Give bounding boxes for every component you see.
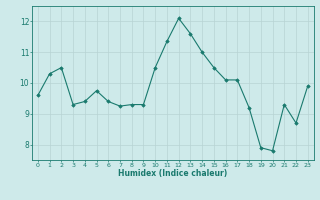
X-axis label: Humidex (Indice chaleur): Humidex (Indice chaleur) <box>118 169 228 178</box>
